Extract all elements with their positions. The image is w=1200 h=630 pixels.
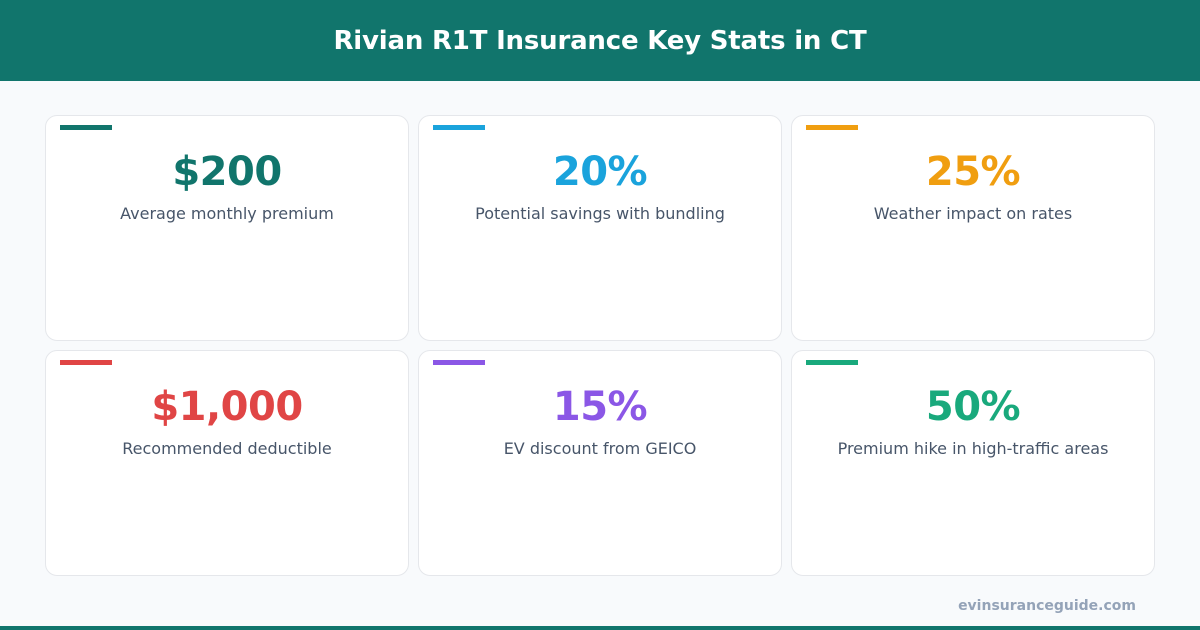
- stat-value: 15%: [552, 384, 648, 430]
- page-title: Rivian R1T Insurance Key Stats in CT: [333, 25, 867, 56]
- footer-bar: [0, 626, 1200, 630]
- stat-value: 25%: [925, 149, 1021, 195]
- stat-label: Weather impact on rates: [873, 204, 1073, 223]
- stat-value: 50%: [925, 384, 1021, 430]
- stat-card-bundling-savings: 20% Potential savings with bundling: [418, 115, 782, 341]
- stat-value: 20%: [552, 149, 648, 195]
- accent-bar: [806, 125, 858, 130]
- stat-value: $1,000: [151, 384, 303, 430]
- stat-label: Potential savings with bundling: [475, 204, 725, 223]
- stat-card-monthly-premium: $200 Average monthly premium: [45, 115, 409, 341]
- stat-label: Premium hike in high-traffic areas: [837, 439, 1109, 458]
- site-url: evinsuranceguide.com: [958, 598, 1136, 614]
- stats-grid: $200 Average monthly premium 20% Potenti…: [45, 115, 1155, 576]
- stat-label: EV discount from GEICO: [503, 439, 697, 458]
- accent-bar: [433, 360, 485, 365]
- accent-bar: [806, 360, 858, 365]
- header-banner: Rivian R1T Insurance Key Stats in CT: [0, 0, 1200, 81]
- accent-bar: [433, 125, 485, 130]
- stat-card-traffic-hike: 50% Premium hike in high-traffic areas: [791, 350, 1155, 576]
- stat-card-deductible: $1,000 Recommended deductible: [45, 350, 409, 576]
- accent-bar: [60, 360, 112, 365]
- stat-label: Average monthly premium: [120, 204, 334, 223]
- stat-label: Recommended deductible: [122, 439, 332, 458]
- stat-card-weather-impact: 25% Weather impact on rates: [791, 115, 1155, 341]
- stat-card-ev-discount: 15% EV discount from GEICO: [418, 350, 782, 576]
- stat-value: $200: [172, 149, 282, 195]
- accent-bar: [60, 125, 112, 130]
